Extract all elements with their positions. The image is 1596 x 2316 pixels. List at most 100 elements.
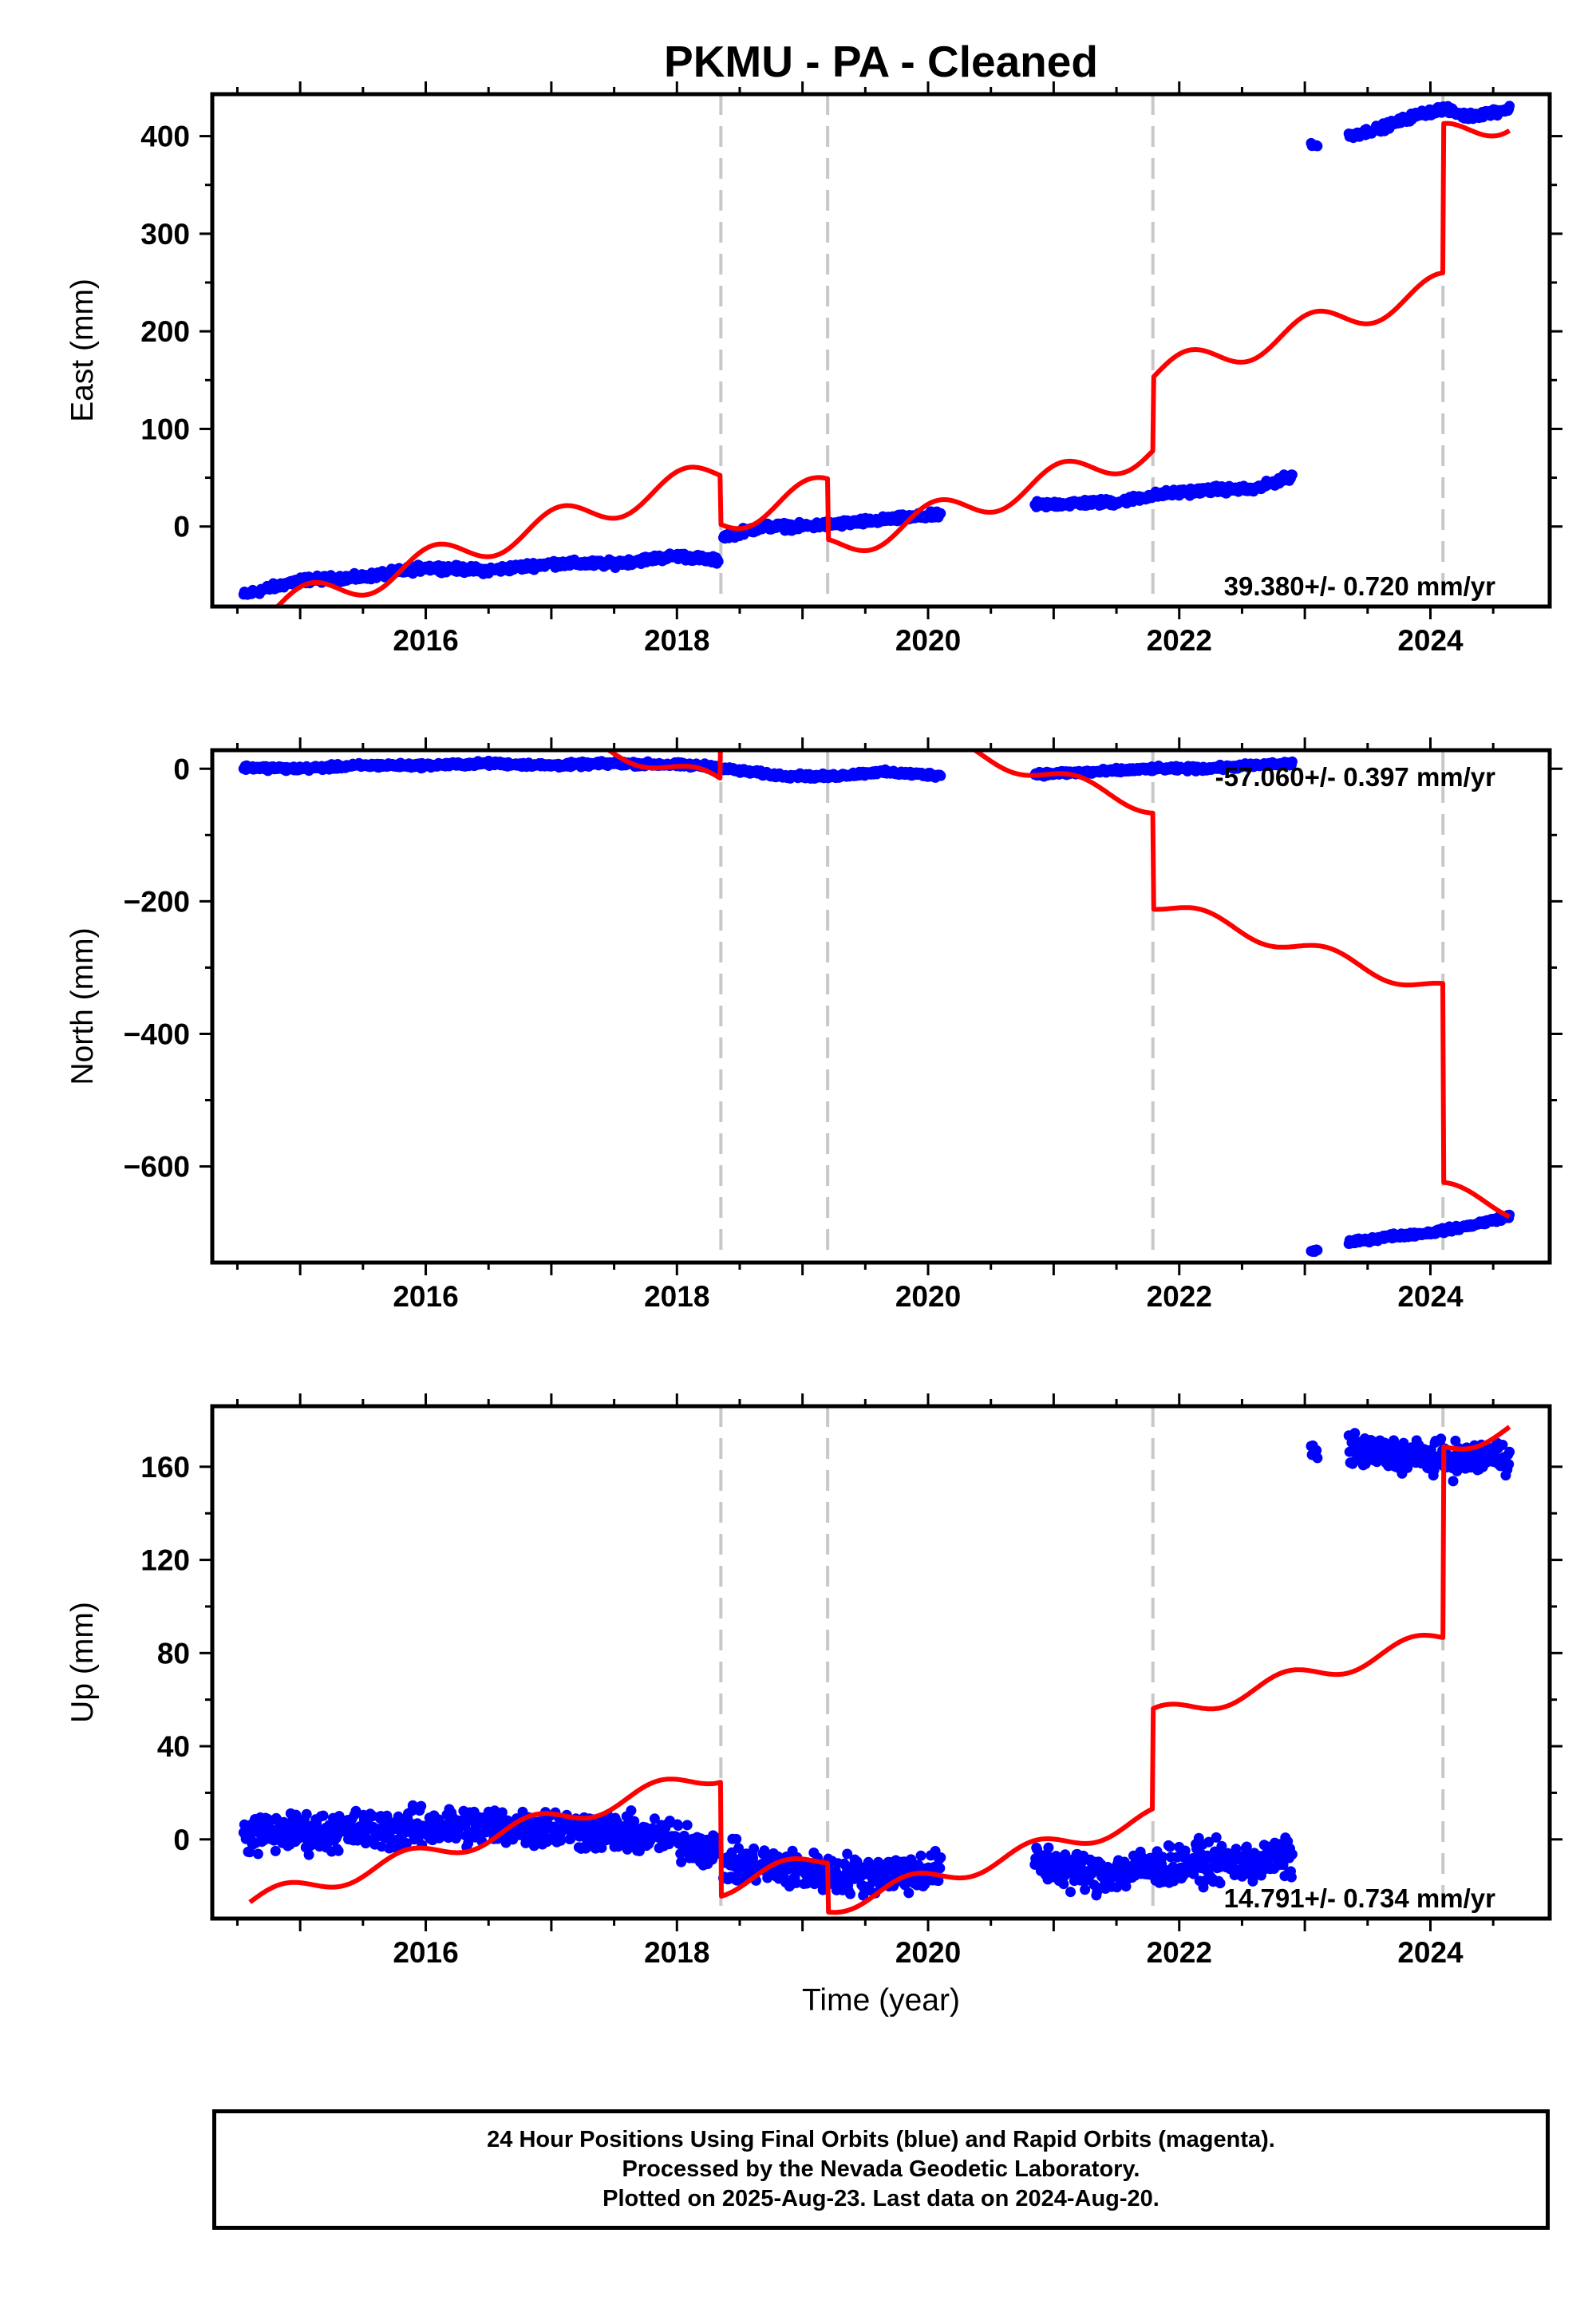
plot-frame-north	[210, 748, 1552, 1265]
data-point-up-667	[749, 1843, 760, 1854]
y-tick-label-east-0: 0	[173, 511, 190, 543]
data-point-up-69	[290, 1809, 302, 1820]
data-point-up-577	[676, 1856, 687, 1867]
data-point-up-83	[301, 1808, 312, 1820]
model-curve-north	[604, 750, 1511, 1219]
data-point-north-1261	[1312, 1245, 1323, 1255]
x-tick-label-up-2022: 2022	[1147, 1936, 1212, 1969]
data-point-up-1473	[1504, 1446, 1515, 1457]
data-point-up-952	[1058, 1879, 1069, 1890]
x-tick-label-up-2018: 2018	[644, 1936, 709, 1969]
data-point-east-1473	[1504, 101, 1515, 112]
y-tick-label-east-1: 100	[140, 413, 190, 445]
y-tick-label-up-3: 120	[140, 1544, 190, 1577]
data-point-up-1399	[1448, 1476, 1459, 1487]
model-curve-east	[274, 121, 1511, 607]
data-point-up-1112	[1179, 1845, 1191, 1856]
panel-up: 2016 2018 2020 2022 2024 0 40 80 120 160 Up (mm) 14…	[65, 1393, 1562, 2018]
rate-label-east: 39.380+/- 0.720 mm/yr	[1224, 571, 1495, 601]
x-ticks-up	[235, 1393, 1495, 1931]
footer-line-3: Plotted on 2025-Aug-23. Last data on 202…	[602, 2186, 1159, 2211]
data-point-up-887	[915, 1850, 926, 1861]
data-points-east	[238, 101, 1515, 600]
data-point-up-341	[496, 1807, 508, 1818]
y-axis-label-up: Up (mm)	[65, 1602, 100, 1723]
x-tick-label-east-2024: 2024	[1397, 624, 1464, 657]
x-tick-label-north-2022: 2022	[1147, 1280, 1212, 1313]
data-point-up-961	[1065, 1887, 1076, 1898]
data-point-up-1334	[1398, 1437, 1409, 1448]
data-point-up-1383	[1436, 1433, 1447, 1445]
data-point-up-86	[303, 1849, 314, 1860]
data-point-up-542	[649, 1813, 660, 1824]
plot-area-up	[238, 1406, 1515, 1919]
y-tick-label-north-1: −200	[124, 885, 190, 918]
plot-frame-up	[210, 1404, 1552, 1921]
data-point-up-1241	[1278, 1860, 1289, 1871]
x-tick-label-east-2022: 2022	[1147, 624, 1212, 657]
data-point-up-1179	[1231, 1844, 1242, 1855]
plot-frame-east	[210, 92, 1552, 609]
plot-area-north	[238, 750, 1515, 1263]
y-tick-label-north-0: 0	[173, 753, 190, 785]
data-point-up-1261	[1312, 1452, 1323, 1464]
data-point-up-1143	[1203, 1836, 1215, 1848]
y-axis-label-north: North (mm)	[65, 927, 100, 1085]
rate-label-north: -57.060+/- 0.397 mm/yr	[1215, 762, 1495, 792]
y-tick-label-up-4: 160	[140, 1451, 190, 1484]
y-tick-label-east-2: 200	[140, 315, 190, 348]
data-point-up-723	[791, 1877, 802, 1888]
data-point-up-1464	[1497, 1440, 1508, 1450]
data-point-north-913	[935, 770, 946, 781]
footer-box: 24 Hour Positions Using Final Orbits (bl…	[212, 2109, 1550, 2230]
footer-line-1: 24 Hour Positions Using Final Orbits (bl…	[487, 2127, 1275, 2152]
x-ticks-east	[235, 81, 1495, 619]
data-point-up-912	[934, 1863, 946, 1874]
y-tick-label-north-3: −600	[124, 1151, 190, 1184]
panel-north: 2016 2018 2020 2022 2024 0 −200 −400 −600 North (…	[65, 737, 1562, 1313]
y-axis-label-east: East (mm)	[65, 279, 100, 422]
x-tick-label-up-2024: 2024	[1397, 1936, 1464, 1969]
data-point-up-19	[252, 1848, 263, 1860]
rate-label-up: 14.791+/- 0.734 mm/yr	[1224, 1883, 1495, 1913]
data-point-up-418	[555, 1835, 567, 1846]
x-tick-label-north-2018: 2018	[644, 1280, 709, 1313]
y-tick-label-east-4: 400	[140, 121, 190, 153]
data-point-up-215	[401, 1838, 413, 1849]
data-point-east-913	[935, 508, 946, 519]
y-tick-label-north-2: −400	[124, 1018, 190, 1050]
x-axis-label-up: Time (year)	[802, 1983, 960, 2018]
data-point-up-871	[903, 1887, 915, 1899]
data-point-up-1158	[1215, 1878, 1226, 1889]
data-point-up-1160	[1216, 1840, 1227, 1852]
data-point-up-125	[333, 1845, 344, 1856]
data-point-up-42	[270, 1845, 281, 1856]
data-points-north	[238, 755, 1515, 1257]
data-point-up-585	[681, 1820, 693, 1831]
data-point-up-980	[1080, 1884, 1091, 1895]
data-point-east-626	[713, 556, 724, 567]
chart-title: PKMU - PA - Cleaned	[664, 37, 1098, 86]
data-points-up	[238, 1428, 1515, 1901]
data-point-up-1472	[1503, 1459, 1515, 1470]
data-point-east-1261	[1312, 140, 1323, 152]
panel-east: 2016 2018 2020 2022 2024 0 100 200 300 400 East (m…	[65, 81, 1562, 657]
data-point-up-573	[673, 1820, 684, 1831]
data-point-up-794	[845, 1888, 855, 1899]
y-tick-label-up-0: 0	[173, 1824, 190, 1856]
y-tick-label-up-2: 80	[157, 1637, 190, 1670]
data-point-up-1404	[1452, 1465, 1463, 1476]
data-point-up-1193	[1241, 1841, 1252, 1852]
data-point-north-1253	[1286, 756, 1298, 767]
data-point-up-910	[933, 1875, 944, 1887]
data-point-up-511	[626, 1805, 637, 1816]
data-point-up-105	[318, 1810, 329, 1821]
data-point-up-1260	[1311, 1445, 1322, 1456]
x-tick-label-east-2016: 2016	[393, 624, 458, 657]
data-point-up-234	[416, 1800, 427, 1812]
y-tick-label-east-3: 300	[140, 218, 190, 251]
data-point-up-1082	[1157, 1852, 1168, 1863]
data-point-up-1092	[1164, 1841, 1175, 1852]
data-point-up-1270	[1349, 1428, 1361, 1439]
